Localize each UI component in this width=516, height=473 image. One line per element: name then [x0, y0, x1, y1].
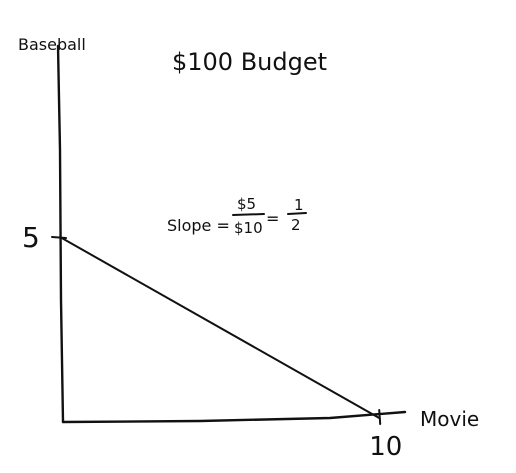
y-axis-label: Baseball [18, 35, 86, 54]
slope-prefix: Slope = [167, 216, 230, 235]
slope-fraction2-bar [287, 212, 307, 215]
slope-fraction1-bar [232, 213, 265, 216]
x-axis-line [61, 410, 407, 424]
budget-line-0 [59, 236, 381, 419]
slope-fraction2-numerator: 1 [294, 196, 304, 214]
slope-annotation: Slope = $5 $10 = 1 2 [167, 195, 307, 237]
y-tick-0 [51, 236, 67, 239]
x-axis-label: Movie [420, 407, 479, 431]
x-tick-label-0: 10 [369, 432, 402, 462]
slope-fraction1-numerator: $5 [237, 195, 256, 213]
y-axis-line [56, 44, 65, 424]
chart-title: $100 Budget [172, 48, 327, 76]
x-tick-0 [378, 409, 382, 425]
slope-fraction1-denominator: $10 [234, 219, 263, 237]
y-tick-label-0: 5 [22, 221, 40, 254]
slope-equals: = [266, 209, 279, 228]
chart-marks: 5 10 [22, 221, 402, 462]
slope-fraction2-denominator: 2 [291, 216, 301, 234]
